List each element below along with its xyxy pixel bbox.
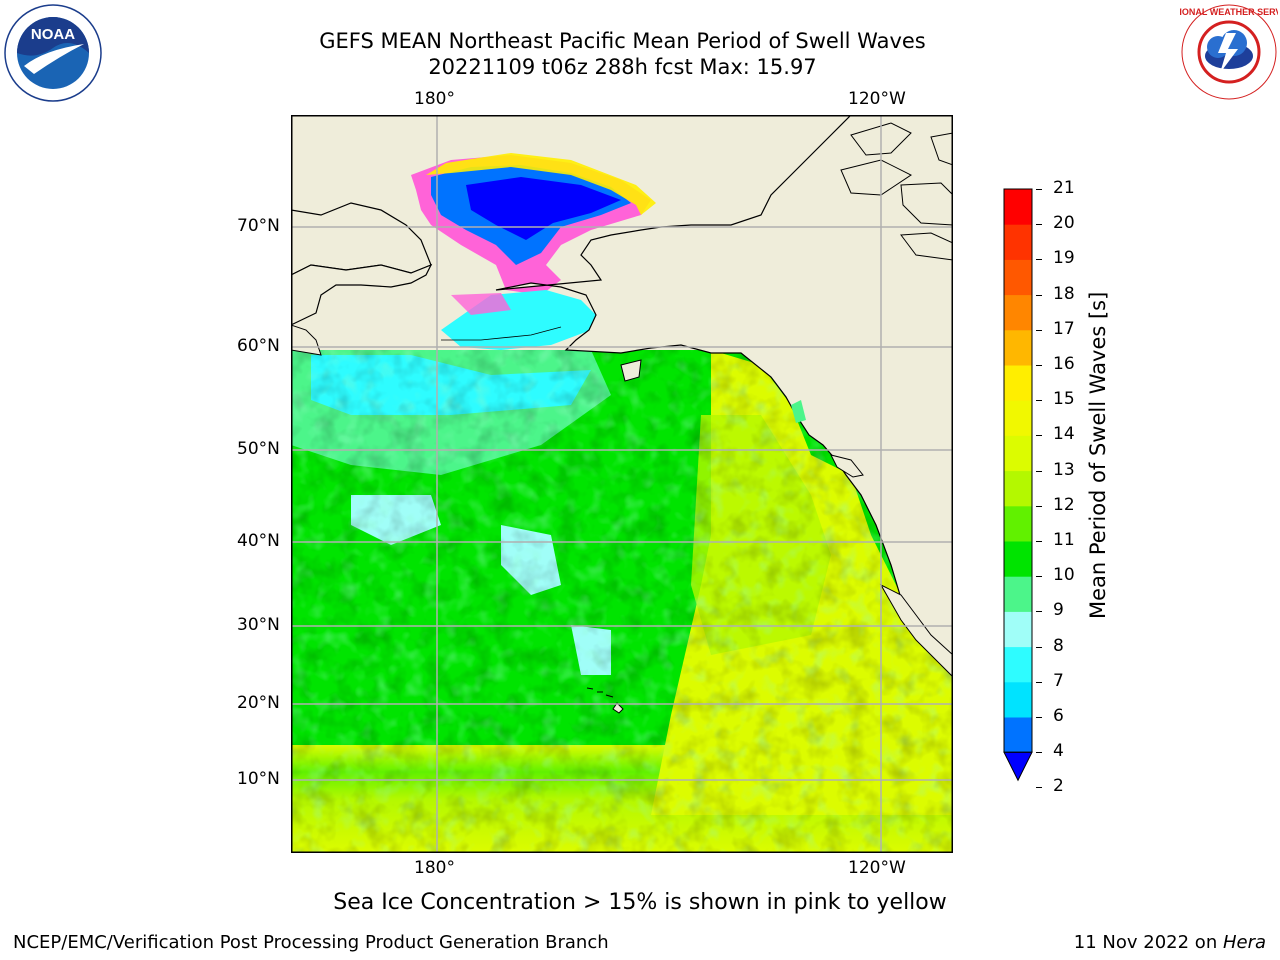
svg-text:NATIONAL WEATHER SERVICE: NATIONAL WEATHER SERVICE — [1180, 7, 1278, 17]
colorbar-segment — [1004, 470, 1032, 507]
colorbar-tick-label: 19 — [1053, 248, 1075, 269]
colorbar-label: Mean Period of Swell Waves [s] — [1086, 291, 1110, 619]
colorbar-outline — [1003, 188, 1033, 753]
colorbar-tick-label: 20 — [1053, 213, 1075, 234]
nws-logo: NATIONAL WEATHER SERVICE — [1162, 3, 1280, 101]
lon-label-top-180: 180° — [414, 89, 455, 109]
lat-label-20n: 20°N — [237, 693, 280, 713]
colorbar-tick-label: 21 — [1053, 178, 1075, 198]
colorbar-tick-label: 2 — [1053, 776, 1064, 797]
chart-subtitle: 20221109 t06z 288h fcst Max: 15.97 — [428, 55, 817, 79]
chart-title: GEFS MEAN Northeast Pacific Mean Period … — [319, 29, 926, 53]
colorbar-tick-mark — [1036, 717, 1042, 718]
colorbar-tick-mark — [1036, 259, 1042, 261]
lat-label-30n: 30°N — [237, 615, 280, 635]
colorbar-segment — [1004, 294, 1032, 331]
hawaii-islands — [586, 687, 624, 714]
colorbar-tick-label: 6 — [1053, 706, 1064, 726]
colorbar-tick-label: 9 — [1053, 600, 1064, 621]
map-panel — [291, 115, 953, 853]
colorbar-tick-label: 16 — [1053, 354, 1075, 374]
colorbar-tick-mark — [1036, 189, 1042, 190]
colorbar-segment — [1004, 611, 1032, 648]
footer-date: 11 Nov 2022 on Hera — [1074, 932, 1266, 953]
colorbar-tick-label: 7 — [1053, 670, 1064, 691]
colorbar-tick-label: 12 — [1053, 494, 1075, 515]
footer-credit: NCEP/EMC/Verification Post Processing Pr… — [13, 932, 609, 953]
colorbar-segment — [1004, 259, 1032, 296]
graticule — [291, 115, 953, 853]
colorbar-segment — [1004, 681, 1032, 718]
colorbar-tick-mark — [1036, 505, 1042, 507]
colorbar-tick-label: 10 — [1053, 565, 1075, 586]
colorbar-segment — [1004, 576, 1032, 612]
lat-label-70n: 70°N — [237, 216, 280, 236]
lon-label-bottom-120w: 120°W — [848, 858, 906, 878]
colorbar-tick-mark — [1036, 224, 1042, 226]
colorbar-tick-mark — [1036, 681, 1042, 683]
colorbar — [1000, 186, 1040, 786]
colorbar-tick-label: 15 — [1053, 389, 1075, 410]
colorbar-tick-mark — [1036, 611, 1042, 613]
colorbar-tick-mark — [1036, 365, 1042, 366]
colorbar-segment — [1004, 189, 1032, 225]
colorbar-tick-mark — [1036, 787, 1042, 789]
colorbar-tick-label: 14 — [1053, 424, 1075, 445]
colorbar-tick-label: 8 — [1053, 635, 1064, 656]
lon-label-top-120w: 120°W — [848, 89, 906, 109]
colorbar-tick-mark — [1036, 329, 1042, 331]
colorbar-tick-mark — [1036, 752, 1042, 754]
colorbar-tick-mark — [1036, 435, 1042, 437]
colorbar-segment — [1004, 400, 1032, 436]
colorbar-segment — [1004, 541, 1032, 577]
colorbar-segment — [1004, 224, 1032, 260]
lat-label-60n: 60°N — [237, 336, 280, 356]
lat-label-50n: 50°N — [237, 439, 280, 459]
colorbar-tick-label: 4 — [1053, 741, 1064, 762]
colorbar-extend-arrow — [1003, 751, 1033, 782]
sea-ice-caption: Sea Ice Concentration > 15% is shown in … — [333, 890, 947, 915]
colorbar-tick-mark — [1036, 541, 1042, 542]
lon-label-bottom-180: 180° — [414, 858, 455, 878]
colorbar-segment — [1004, 505, 1032, 542]
colorbar-tick-mark — [1036, 470, 1042, 472]
noaa-logo-text: NOAA — [31, 26, 75, 43]
colorbar-tick-mark — [1036, 646, 1042, 648]
noaa-logo: NOAA — [4, 4, 102, 102]
colorbar-tick-mark — [1036, 400, 1042, 402]
colorbar-segment — [1004, 329, 1032, 366]
colorbar-segment — [1004, 646, 1032, 683]
colorbar-segment — [1004, 435, 1032, 472]
colorbar-tick-label: 18 — [1053, 283, 1075, 304]
colorbar-tick-mark — [1036, 576, 1042, 578]
footer-date-text: 11 Nov 2022 on — [1073, 932, 1223, 953]
colorbar-tick-label: 17 — [1053, 318, 1075, 339]
colorbar-tick-label: 13 — [1053, 459, 1075, 480]
colorbar-segment — [1004, 365, 1032, 401]
colorbar-tick-label: 11 — [1053, 530, 1075, 550]
colorbar-segment — [1004, 717, 1032, 753]
lat-label-40n: 40°N — [237, 531, 280, 551]
lat-label-10n: 10°N — [237, 769, 280, 789]
footer-host: Hera — [1222, 932, 1266, 953]
colorbar-tick-mark — [1036, 294, 1042, 296]
